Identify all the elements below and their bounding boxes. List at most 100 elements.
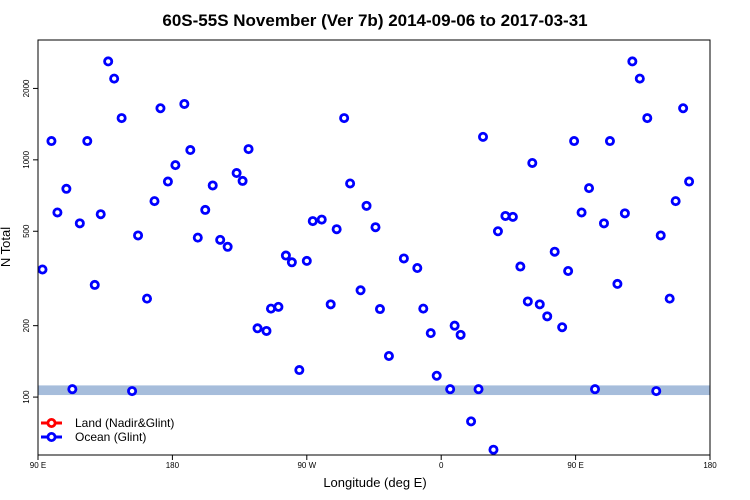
data-point <box>67 384 78 395</box>
data-point <box>192 232 203 243</box>
data-point <box>89 279 100 290</box>
legend-label: Ocean (Glint) <box>75 430 146 444</box>
data-point <box>109 73 120 84</box>
data-point <box>273 301 284 312</box>
y-axis-label: N Total <box>0 227 13 267</box>
x-tick-label: 90 W <box>297 461 316 470</box>
x-tick-label: 90 E <box>567 461 583 470</box>
data-point <box>542 311 553 322</box>
data-point <box>664 293 675 304</box>
data-point <box>612 278 623 289</box>
data-point <box>286 257 297 268</box>
data-point <box>200 204 211 215</box>
y-axis: 100 200 500 1000 2000 <box>22 79 38 404</box>
data-point <box>339 113 350 124</box>
data-point <box>252 323 263 334</box>
legend-marker <box>46 417 57 428</box>
data-point <box>127 386 138 397</box>
data-point <box>74 218 85 229</box>
data-point <box>52 207 63 218</box>
plot-frame <box>37 39 711 456</box>
data-point <box>374 304 385 315</box>
x-tick-label: 180 <box>166 461 180 470</box>
data-point <box>478 131 489 142</box>
data-point <box>431 370 442 381</box>
x-axis: 90 E 180 90 W 0 90 E 180 <box>30 455 717 470</box>
y-tick-label: 100 <box>22 390 31 404</box>
x-axis-label: Longitude (deg E) <box>323 475 426 490</box>
chart-title: 60S-55S November (Ver 7b) 2014-09-06 to … <box>162 11 587 30</box>
data-point <box>398 253 409 264</box>
data-point <box>507 211 518 222</box>
data-point <box>466 416 477 427</box>
data-point <box>95 209 106 220</box>
data-point <box>584 183 595 194</box>
data-point <box>355 285 366 296</box>
data-point <box>207 180 218 191</box>
data-point <box>307 216 318 227</box>
data-point <box>243 144 254 155</box>
data-point <box>655 230 666 241</box>
data-point <box>488 444 499 455</box>
x-tick-label: 0 <box>439 461 444 470</box>
data-point <box>549 246 560 257</box>
data-point <box>492 226 503 237</box>
data-point <box>133 230 144 241</box>
data-point <box>449 320 460 331</box>
data-point <box>670 196 681 207</box>
points-layer <box>37 56 695 455</box>
data-point <box>361 200 372 211</box>
legend-marker <box>46 431 57 442</box>
data-point <box>185 145 196 156</box>
data-point <box>500 210 511 221</box>
legend: Land (Nadir&Glint)Ocean (Glint) <box>41 416 174 444</box>
data-point <box>222 241 233 252</box>
data-point <box>294 365 305 376</box>
data-point <box>590 384 601 395</box>
data-point <box>261 325 272 336</box>
data-point <box>383 350 394 361</box>
data-point <box>576 207 587 218</box>
data-point <box>604 136 615 147</box>
data-point <box>46 136 57 147</box>
y-tick-label: 500 <box>22 224 31 238</box>
data-point <box>280 250 291 261</box>
data-point <box>170 160 181 171</box>
data-point <box>37 264 48 275</box>
legend-label: Land (Nadir&Glint) <box>75 416 174 430</box>
data-point <box>522 296 533 307</box>
data-point <box>425 328 436 339</box>
shaded-band-layer <box>38 385 710 396</box>
data-point <box>473 384 484 395</box>
data-point <box>445 384 456 395</box>
data-point <box>412 263 423 274</box>
y-tick-label: 200 <box>22 318 31 332</box>
data-point <box>370 222 381 233</box>
data-point <box>155 103 166 114</box>
data-point <box>82 136 93 147</box>
data-point <box>301 255 312 266</box>
data-point <box>116 113 127 124</box>
data-point <box>231 168 242 179</box>
data-point <box>265 303 276 314</box>
data-point <box>642 113 653 124</box>
data-point <box>345 178 356 189</box>
y-tick-label: 2000 <box>22 79 31 97</box>
data-point <box>627 56 638 67</box>
data-point <box>142 293 153 304</box>
data-point <box>316 214 327 225</box>
data-point <box>515 261 526 272</box>
data-point <box>162 176 173 187</box>
data-point <box>103 56 114 67</box>
data-point <box>634 73 645 84</box>
data-point <box>179 98 190 109</box>
data-point <box>563 265 574 276</box>
y-tick-label: 1000 <box>22 150 31 168</box>
data-point <box>527 157 538 168</box>
data-point <box>61 183 72 194</box>
data-point <box>651 386 662 397</box>
shaded-band <box>38 385 710 396</box>
data-point <box>331 224 342 235</box>
